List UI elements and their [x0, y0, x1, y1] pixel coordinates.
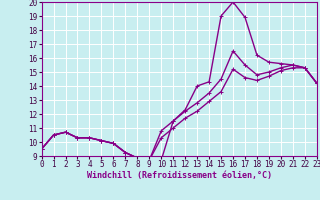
- X-axis label: Windchill (Refroidissement éolien,°C): Windchill (Refroidissement éolien,°C): [87, 171, 272, 180]
